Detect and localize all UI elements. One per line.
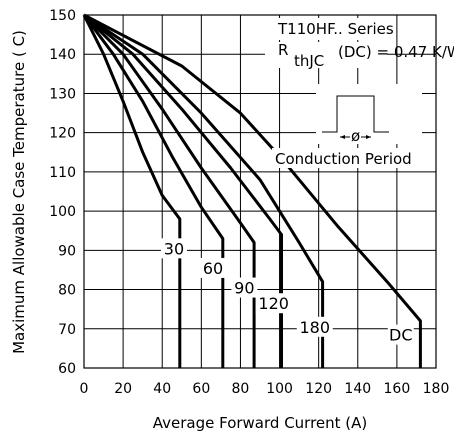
waveform-icon: ø <box>316 84 422 145</box>
curves <box>82 13 422 368</box>
y-tick-label: 110 <box>49 165 76 181</box>
series-line-DC <box>83 13 422 368</box>
curve-label-90: 90 <box>234 279 254 298</box>
x-tick-label: 120 <box>305 381 332 397</box>
series-line-60 <box>82 14 225 368</box>
x-tick-label: 80 <box>232 381 250 397</box>
x-tick-label: 20 <box>114 381 132 397</box>
plot-frame <box>83 14 437 369</box>
x-tick-label: 100 <box>266 381 293 397</box>
series-title: T110HF.. Series <box>277 20 394 38</box>
y-tick-label: 60 <box>58 361 76 377</box>
x-tick-label: 60 <box>192 381 210 397</box>
waveform-symbol: ø <box>351 127 360 145</box>
curve-label-bg <box>387 324 414 345</box>
curve-label-bg <box>255 293 292 314</box>
x-tick-label: 0 <box>80 381 89 397</box>
y-tick-label: 120 <box>49 126 76 142</box>
r-annotation-bg <box>265 42 387 68</box>
y-tick-labels: 60 70 80 90 100 110 120 130 140 150 <box>49 8 76 377</box>
r-value: (DC) = 0.47 K/W <box>338 43 454 61</box>
y-tick-label: 150 <box>49 8 76 24</box>
x-axis-label: Average Forward Current (A) <box>153 414 368 432</box>
conduction-label: Conduction Period <box>275 150 412 168</box>
y-tick-label: 100 <box>49 204 76 220</box>
y-tick-label: 140 <box>49 47 76 63</box>
series-line-180 <box>83 13 325 368</box>
curve-label-120: 120 <box>258 294 289 313</box>
x-tick-label: 40 <box>153 381 171 397</box>
y-axis-label: Maximum Allowable Case Temperature ( C) <box>10 30 28 354</box>
curve-label-bg <box>200 257 227 278</box>
series-line-120 <box>83 13 283 368</box>
conduction-label-bg <box>272 148 430 168</box>
x-tick-label: 140 <box>344 381 371 397</box>
r-subscript: thJC <box>294 52 324 70</box>
curve-label-DC: DC <box>389 326 413 345</box>
y-tick-label: 130 <box>49 86 76 102</box>
series-line-90 <box>82 13 256 368</box>
annotation-bg <box>272 18 392 40</box>
curve-label-60: 60 <box>203 259 223 278</box>
curve-label-bg <box>231 277 258 298</box>
y-tick-label: 80 <box>58 283 76 299</box>
curve-label-bg <box>296 316 333 337</box>
x-tick-label: 160 <box>384 381 411 397</box>
curve-label-bg <box>160 238 187 259</box>
curve-label-30: 30 <box>164 239 184 258</box>
x-tick-labels: 0 20 40 60 80 100 120 140 160 180 <box>80 381 450 397</box>
r-prefix: R <box>278 41 288 59</box>
y-tick-label: 70 <box>58 322 76 338</box>
x-tick-label: 180 <box>423 381 450 397</box>
curve-label-180: 180 <box>299 318 330 337</box>
series-line-30 <box>82 14 182 368</box>
y-tick-label: 90 <box>58 243 76 259</box>
